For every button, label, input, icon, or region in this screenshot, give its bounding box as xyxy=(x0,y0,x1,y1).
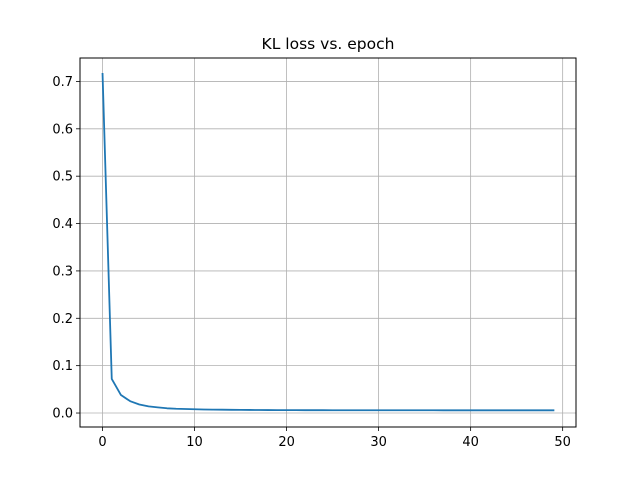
x-tick-label: 10 xyxy=(186,435,203,450)
y-tick-label: 0.2 xyxy=(52,312,73,327)
y-tick-label: 0.7 xyxy=(52,75,73,90)
x-tick-label: 40 xyxy=(462,435,479,450)
ticks: 0 10 20 30 40 50 0.0 0.1 0.2 0.3 0.4 0.5 0.6 0.7 xyxy=(52,75,571,450)
y-tick-label: 0.1 xyxy=(52,359,73,374)
x-tick-label: 30 xyxy=(370,435,387,450)
axes-frame xyxy=(79,57,577,428)
plot-area xyxy=(101,72,555,412)
y-tick-label: 0.5 xyxy=(52,170,73,185)
y-tick-label: 0.3 xyxy=(52,264,73,279)
x-tick-label: 0 xyxy=(98,435,106,450)
grid xyxy=(80,58,576,427)
y-tick-label: 0.6 xyxy=(52,122,73,137)
y-tick-label: 0.4 xyxy=(52,217,73,232)
kl-loss-series-line xyxy=(101,72,555,412)
x-tick-label: 20 xyxy=(278,435,295,450)
y-tick-label: 0.0 xyxy=(52,407,73,422)
x-tick-label: 50 xyxy=(554,435,571,450)
chart-title: KL loss vs. epoch xyxy=(262,35,395,53)
